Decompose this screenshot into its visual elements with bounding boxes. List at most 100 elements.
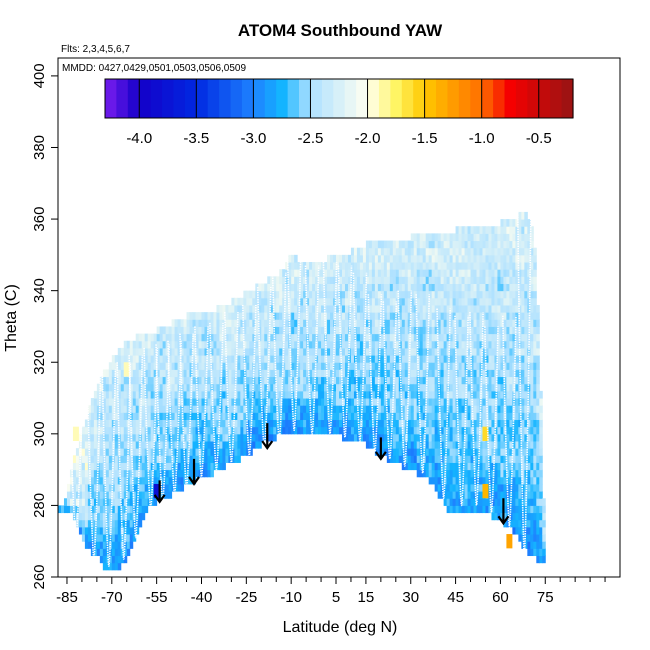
heatmap-cell <box>398 455 403 463</box>
heatmap-cell <box>336 290 340 299</box>
heatmap-cell <box>443 269 448 277</box>
heatmap-cell <box>336 398 340 406</box>
heatmap-cell <box>410 362 415 370</box>
heatmap-cell <box>132 433 137 442</box>
heatmap-cell <box>165 333 170 342</box>
heatmap-cell <box>413 333 418 342</box>
heatmap-cell <box>105 462 110 471</box>
heatmap-cell <box>395 297 400 306</box>
heatmap-cell <box>506 362 510 370</box>
heatmap-cell <box>395 369 400 378</box>
heatmap-cell <box>479 419 483 428</box>
heatmap-cell <box>434 347 439 356</box>
heatmap-cell <box>108 419 113 428</box>
heatmap-cell <box>288 383 292 392</box>
heatmap-cell <box>264 290 268 299</box>
heatmap-cell <box>377 440 382 449</box>
heatmap-cell <box>180 333 185 342</box>
heatmap-cell <box>291 347 295 356</box>
heatmap-cell <box>279 276 283 284</box>
heatmap-cell <box>359 340 364 349</box>
colorbar-tick-label: -4.0 <box>126 130 152 147</box>
heatmap-cell <box>84 505 89 514</box>
heatmap-cell <box>419 362 424 370</box>
heatmap-cell <box>437 440 442 449</box>
heatmap-cell <box>99 433 104 442</box>
heatmap-cell <box>300 390 304 399</box>
heatmap-cell <box>524 355 528 363</box>
heatmap-cell <box>309 304 313 313</box>
heatmap-cell <box>512 448 516 456</box>
heatmap-cell <box>491 355 495 363</box>
heatmap-cell <box>368 247 373 256</box>
heatmap-cell <box>368 269 373 277</box>
heatmap-cell <box>153 383 158 392</box>
heatmap-cell <box>231 340 235 349</box>
heatmap-cell <box>362 247 367 256</box>
heatmap-cell <box>467 491 472 499</box>
heatmap-cell <box>434 233 439 242</box>
heatmap-cell <box>141 362 146 370</box>
heatmap-cell <box>503 519 507 528</box>
heatmap-cell <box>225 312 229 320</box>
heatmap-cell <box>431 297 436 306</box>
heatmap-cell <box>228 355 232 363</box>
heatmap-cell <box>443 240 448 249</box>
heatmap-cell <box>512 347 516 356</box>
heatmap-cell <box>108 505 113 514</box>
heatmap-cell <box>273 297 277 306</box>
heatmap-cell <box>141 448 146 456</box>
heatmap-cell <box>476 462 480 471</box>
heatmap-cell <box>339 340 343 349</box>
heatmap-cell <box>228 333 232 342</box>
heatmap-cell <box>219 383 223 392</box>
heatmap-cell <box>279 390 283 399</box>
heatmap-cell <box>123 390 128 399</box>
heatmap-cell <box>500 405 504 413</box>
heatmap-cell <box>440 347 445 356</box>
heatmap-cell <box>524 541 528 549</box>
heatmap-cell <box>123 483 128 492</box>
heatmap-cell <box>362 276 367 284</box>
heatmap-cell <box>488 369 492 378</box>
heatmap-cell <box>330 304 334 313</box>
heatmap-cell <box>494 347 498 356</box>
heatmap-cell <box>476 226 480 234</box>
heatmap-cell <box>383 262 388 270</box>
heatmap-cell <box>315 269 319 277</box>
heatmap-cell <box>333 376 337 385</box>
heatmap-cell <box>524 304 528 313</box>
heatmap-cell <box>300 340 304 349</box>
heatmap-cell <box>410 419 415 428</box>
heatmap-cell <box>123 426 128 435</box>
heatmap-cell <box>395 240 400 249</box>
heatmap-cell <box>362 398 367 406</box>
heatmap-cell <box>207 376 211 385</box>
heatmap-cell <box>198 319 202 327</box>
heatmap-cell <box>222 369 226 378</box>
heatmap-cell <box>356 426 361 435</box>
heatmap-cell <box>201 390 205 399</box>
heatmap-cell <box>350 304 355 313</box>
heatmap-cell <box>339 383 343 392</box>
heatmap-cell <box>81 483 86 492</box>
heatmap-cell <box>377 426 382 435</box>
heatmap-cell <box>285 319 289 327</box>
heatmap-cell <box>470 283 475 292</box>
heatmap-cell <box>518 254 522 263</box>
heatmap-cell <box>240 347 244 356</box>
heatmap-cell <box>353 326 358 335</box>
heatmap-cell <box>521 226 525 234</box>
heatmap-cell <box>485 233 489 242</box>
heatmap-cell <box>488 233 492 242</box>
heatmap-cell <box>219 433 223 442</box>
heatmap-cell <box>237 326 241 335</box>
heatmap-cell <box>494 319 498 327</box>
heatmap-cell <box>159 476 164 485</box>
heatmap-cell <box>330 333 334 342</box>
heatmap-cell <box>177 483 182 492</box>
heatmap-cell <box>318 290 322 299</box>
x-tick-label: 75 <box>537 589 554 606</box>
heatmap-cell <box>425 405 430 413</box>
heatmap-cell <box>371 405 376 413</box>
